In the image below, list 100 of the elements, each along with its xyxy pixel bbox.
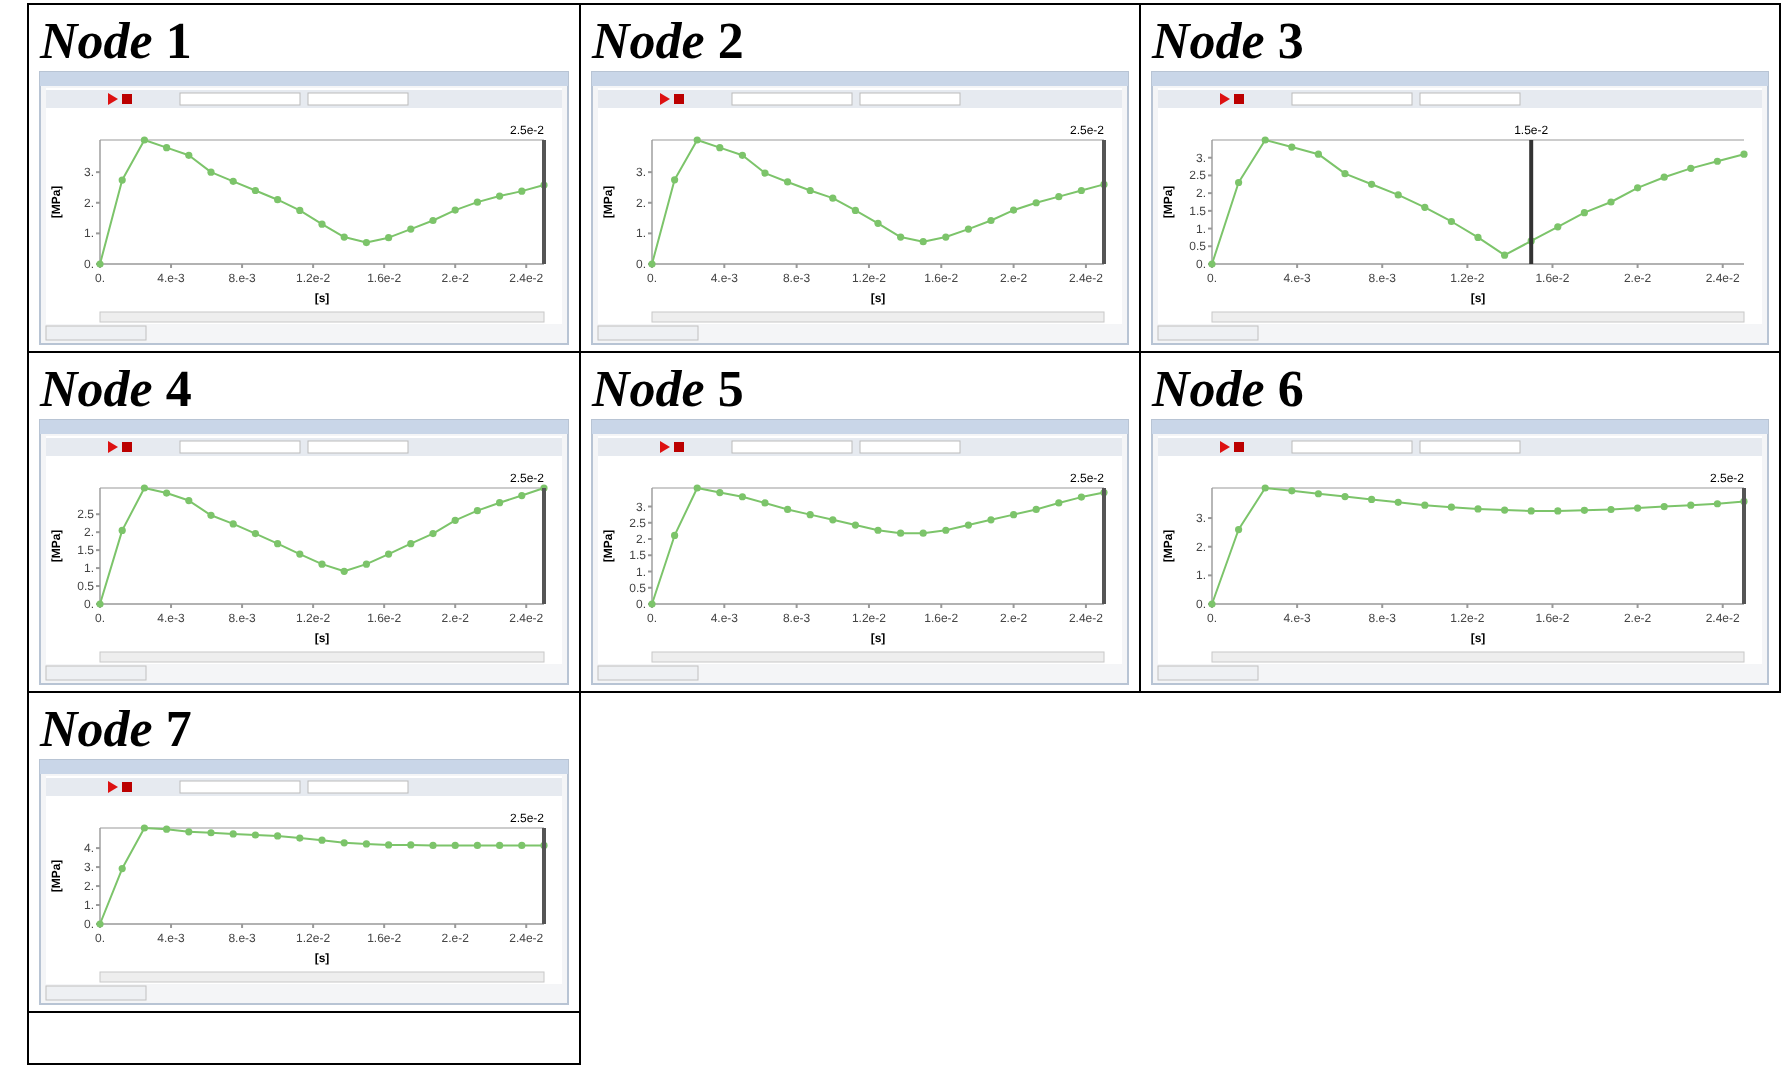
point	[1580, 209, 1588, 217]
point	[987, 216, 995, 225]
point	[274, 196, 282, 204]
point	[229, 830, 237, 838]
point	[1235, 178, 1243, 187]
point	[362, 238, 370, 247]
point	[1368, 180, 1376, 188]
point	[340, 233, 348, 241]
point	[451, 206, 459, 214]
point	[671, 531, 679, 540]
point	[340, 567, 348, 575]
point	[1261, 136, 1269, 144]
point	[851, 206, 859, 215]
point	[964, 521, 972, 529]
point	[518, 187, 526, 195]
point	[163, 144, 171, 152]
point	[1010, 511, 1018, 519]
point	[761, 169, 769, 177]
point	[429, 841, 437, 850]
point	[1634, 184, 1642, 192]
point	[1314, 150, 1322, 158]
point	[407, 225, 415, 233]
point	[318, 220, 326, 228]
point	[1077, 186, 1085, 195]
chart-title: Node 2	[590, 12, 744, 70]
point	[1501, 506, 1509, 514]
point	[385, 234, 393, 242]
point	[185, 151, 193, 159]
point	[296, 834, 304, 842]
point	[942, 526, 950, 534]
point	[118, 176, 126, 184]
chart-title: Node 1	[38, 12, 192, 70]
point	[1314, 490, 1322, 498]
point	[274, 540, 282, 548]
point	[1077, 493, 1085, 501]
point	[1394, 498, 1402, 506]
point	[1421, 203, 1429, 211]
point	[496, 841, 504, 850]
point	[473, 507, 481, 515]
point	[1288, 487, 1296, 495]
point	[874, 219, 882, 227]
point	[296, 206, 304, 215]
point	[1261, 484, 1269, 492]
point	[784, 505, 792, 514]
point	[407, 540, 415, 548]
chart-title: Node 5	[590, 360, 744, 418]
point	[1607, 198, 1615, 206]
point	[340, 839, 348, 847]
point	[829, 516, 837, 524]
point	[207, 511, 215, 519]
point	[761, 499, 769, 507]
point	[1687, 164, 1695, 172]
point	[140, 484, 148, 492]
point	[385, 550, 393, 558]
point	[806, 186, 814, 195]
point	[1713, 157, 1721, 165]
point	[942, 233, 950, 241]
point	[407, 841, 415, 849]
point	[163, 825, 171, 833]
point	[1288, 143, 1296, 151]
point	[1607, 505, 1615, 514]
point	[207, 829, 215, 837]
point	[1474, 505, 1482, 513]
point	[829, 194, 837, 202]
point	[1447, 503, 1455, 511]
point	[473, 198, 481, 206]
point	[738, 493, 746, 501]
point	[784, 178, 792, 186]
point	[185, 496, 193, 505]
point	[693, 136, 701, 144]
point	[207, 168, 215, 176]
point	[140, 824, 148, 832]
point	[1501, 251, 1509, 259]
point	[496, 499, 504, 507]
point	[318, 836, 326, 844]
chart-title: Node 7	[38, 700, 192, 758]
point	[1341, 170, 1349, 178]
point	[1394, 191, 1402, 199]
chart-title: Node 6	[1150, 360, 1304, 418]
point	[362, 840, 370, 848]
point	[473, 841, 481, 850]
point	[362, 560, 370, 568]
point	[1713, 500, 1721, 508]
point	[296, 550, 304, 558]
point	[851, 521, 859, 529]
point	[451, 841, 459, 850]
point	[185, 828, 193, 836]
point	[716, 144, 724, 152]
point	[318, 560, 326, 568]
point	[1055, 193, 1063, 201]
point	[1740, 150, 1748, 158]
point	[874, 526, 882, 534]
point	[274, 832, 282, 840]
point	[987, 516, 995, 524]
point	[251, 831, 259, 839]
point	[1010, 206, 1018, 214]
point	[919, 529, 927, 537]
point	[738, 151, 746, 159]
point	[716, 488, 724, 497]
point	[385, 841, 393, 849]
